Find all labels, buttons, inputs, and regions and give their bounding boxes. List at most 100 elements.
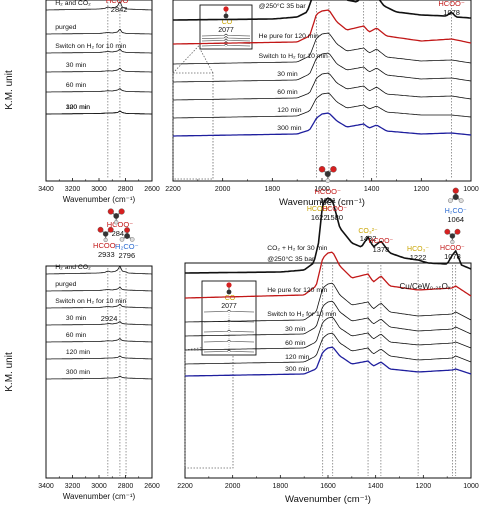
spectrum-line	[173, 52, 472, 83]
peak-label: 1580	[326, 213, 343, 222]
co-carbon-icon	[223, 13, 229, 19]
spectrum-line	[46, 338, 152, 343]
inset-spectrum-line	[201, 43, 251, 47]
series-label: He pure for 120 min	[259, 33, 319, 40]
x-tick-label: 2000	[215, 186, 231, 193]
spectrum-line	[46, 355, 152, 360]
peak-label: HCOO⁻	[307, 206, 332, 213]
x-tick-label: 1200	[416, 483, 432, 490]
series-label: 30 min	[66, 315, 87, 322]
x-tick-label: 1400	[368, 483, 384, 490]
spectrum-line	[173, 112, 472, 137]
series-label: Switch to H₂ for 10 min	[259, 53, 328, 60]
inset-label: CO	[225, 295, 236, 302]
inset-label: CO	[222, 19, 233, 26]
peak-label: HCOO⁻	[315, 187, 342, 196]
spectrum-line	[185, 332, 472, 365]
x-tick-label: 2600	[144, 186, 160, 193]
spectrum-line	[46, 286, 152, 292]
formate-molecule-icon	[97, 226, 114, 243]
x-tick-label: 3000	[91, 483, 107, 490]
formate-molecule-icon	[107, 208, 125, 225]
inset-spectrum-line	[203, 329, 255, 333]
series-label: 30 min	[285, 326, 306, 333]
series-label: Switch on H₂ for 10 min	[55, 298, 126, 305]
spectrum-line	[173, 0, 472, 21]
peak-label: HCOO⁻	[106, 0, 133, 5]
inset-spectrum-line	[203, 309, 255, 313]
x-tick-label: 2600	[144, 483, 160, 490]
y-axis-label: K.M. unit	[4, 352, 15, 392]
spectrum-line	[173, 72, 472, 101]
zoom-region-box	[184, 349, 234, 469]
spectrum-line	[46, 48, 152, 54]
x-tick-label: 1800	[273, 483, 289, 490]
peak-label: 1601	[319, 196, 336, 205]
series-label: He pure for 120 min	[267, 287, 327, 294]
spectrum-line	[173, 9, 472, 45]
spectrum-line	[185, 251, 472, 299]
panel-top-left: H₂ and CO₂ purged Switch on H₂ for 10 min 3…	[4, 0, 160, 204]
formate-molecule-icon	[444, 228, 461, 245]
x-tick-label: 3000	[91, 186, 107, 193]
series-label: 120 min	[285, 354, 309, 361]
inset-value: 2077	[218, 27, 234, 34]
x-tick-label: 3400	[38, 483, 54, 490]
series-label: @250°C 35 bar	[259, 2, 307, 10]
formate-molecule-icon	[318, 166, 337, 183]
peak-label: 1078	[443, 8, 460, 17]
peak-label: 1622	[311, 213, 328, 222]
spectrum-line	[46, 28, 152, 35]
peak-label: 2924	[101, 314, 118, 323]
inset-value: 2077	[221, 303, 237, 310]
peak-label: CO₃²⁻	[358, 228, 378, 235]
spectrum-line	[46, 110, 152, 115]
series-label: CO₂ + H₂ for 30 min	[267, 245, 327, 252]
peak-label: 1064	[447, 215, 464, 224]
peak-label: 2842	[111, 5, 128, 14]
peak-label: HCOO⁻	[107, 220, 134, 229]
x-tick-label: 1400	[364, 186, 380, 193]
inset-spectrum-line	[201, 38, 251, 42]
series-label: Switch on H₂ for 10 min	[55, 43, 126, 50]
peak-label: HCOO⁻	[440, 245, 465, 252]
x-tick-label: 2800	[118, 483, 134, 490]
y-axis-label: K.M. unit	[4, 70, 15, 110]
spectrum-line	[46, 1, 152, 11]
series-label: H₂ and CO₂	[55, 264, 91, 271]
x-tick-label: 3200	[65, 186, 81, 193]
spectrum-line	[46, 67, 152, 73]
series-label: purged	[55, 281, 76, 288]
peak-label: 1432	[360, 234, 377, 243]
series-label: 300 min	[277, 125, 301, 132]
inset-spectrum-line	[201, 33, 251, 37]
peak-label: HCOO⁻	[369, 238, 394, 245]
zoom-connector	[199, 48, 214, 74]
inset-spectrum-line	[203, 339, 255, 343]
spectrum-line	[185, 346, 472, 377]
peak-label: 2842	[112, 229, 129, 238]
spectrum-line	[185, 300, 472, 337]
h2co-molecule-icon	[447, 187, 464, 203]
spectrum-line	[173, 92, 472, 119]
series-label: 300 min	[66, 104, 90, 111]
h2co-molecule-icon	[119, 227, 135, 242]
spectrum-line	[46, 375, 152, 380]
x-tick-label: 2200	[165, 186, 181, 193]
series-label: 120 min	[277, 107, 301, 114]
x-tick-label: 1000	[463, 483, 479, 490]
series-label: 60 min	[66, 82, 87, 89]
peak-label: 1078	[444, 252, 461, 261]
spectrum-line	[185, 197, 472, 274]
x-tick-label: 3200	[65, 483, 81, 490]
peak-label: 1378	[373, 245, 390, 254]
series-label: @250°C 35 bar	[267, 255, 315, 263]
x-axis-label: Wavenumber (cm⁻¹)	[63, 492, 136, 501]
series-label: 30 min	[277, 71, 298, 78]
peak-label: HCOO⁻	[93, 241, 120, 250]
peak-label: HCOO⁻	[438, 0, 465, 8]
series-label: purged	[55, 24, 76, 31]
series-label: 300 min	[66, 369, 90, 376]
